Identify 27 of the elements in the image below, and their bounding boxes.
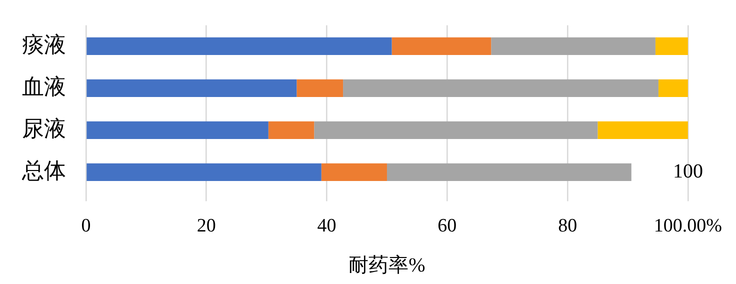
x-tick-label: 20 [196, 216, 216, 237]
bar [491, 37, 656, 56]
bar [386, 163, 632, 182]
y-tick-label: 痰液 [22, 32, 66, 57]
bar [321, 163, 387, 182]
bar [392, 37, 492, 56]
annotation: 100 [672, 160, 703, 182]
bar [268, 121, 314, 140]
bar [296, 79, 344, 98]
bar [655, 37, 688, 56]
bar [86, 79, 297, 98]
x-tick-label: 100.00% [654, 216, 722, 237]
bar [86, 163, 322, 182]
bar [598, 121, 688, 140]
bar [86, 121, 268, 140]
bar [314, 121, 598, 140]
x-tick-label: 80 [558, 216, 578, 237]
bar [658, 79, 688, 98]
bar [86, 37, 392, 56]
x-tick-label: 60 [438, 216, 457, 237]
y-tick-label: 血液 [22, 74, 66, 99]
bar [343, 79, 658, 98]
x-axis-title: 耐药率% [348, 254, 426, 276]
x-tick-label: 40 [317, 216, 336, 237]
y-tick-label: 尿液 [22, 116, 66, 141]
x-tick-label: 0 [81, 216, 91, 237]
y-tick-label: 总体 [21, 158, 66, 183]
